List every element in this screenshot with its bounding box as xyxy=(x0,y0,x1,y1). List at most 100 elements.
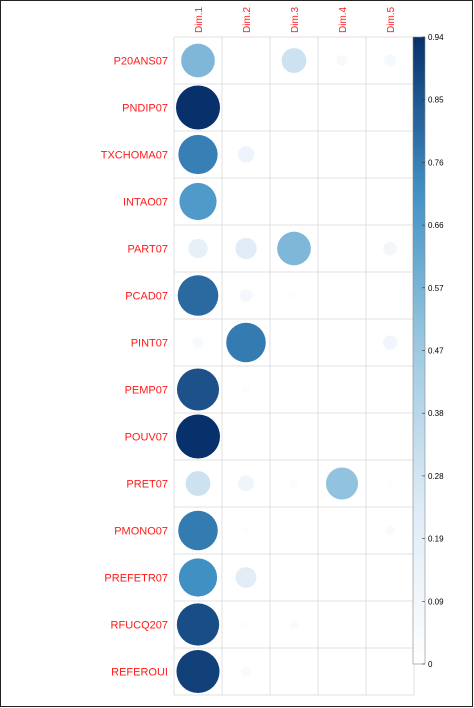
cell-circle-p20ans07-dim2 xyxy=(243,58,249,63)
row-label: TXCHOMA07 xyxy=(101,150,168,162)
column-label: Dim.3 xyxy=(290,6,301,33)
column-label: Dim.1 xyxy=(194,6,205,33)
cell-circle-pndip07-dim2 xyxy=(243,105,249,110)
row-label: PMONO07 xyxy=(114,526,168,538)
cell-circle-pint07-dim1 xyxy=(192,336,204,349)
row-label: PINT07 xyxy=(131,338,168,350)
cell-circle-part07-dim2 xyxy=(235,237,257,260)
row-labels: P20ANS07 PNDIP07 TXCHOMA07 INTAO07 PART07 PCA… xyxy=(101,56,168,679)
cell-circle-intao07-dim4 xyxy=(341,201,343,202)
cell-circle-pouv07-dim2 xyxy=(245,436,247,437)
cell-circle-pint07-dim5 xyxy=(382,335,398,350)
grid-lines xyxy=(173,36,415,696)
cell-circle-pmono07-dim5 xyxy=(384,525,396,536)
cell-circle-pemp07-dim4 xyxy=(341,389,343,390)
cell-circle-pcad07-dim5 xyxy=(387,293,393,298)
colorbar-tick-label: 0.76 xyxy=(428,158,444,167)
row-label: RFUCQ207 xyxy=(111,620,168,632)
cell-circle-pcad07-dim3 xyxy=(290,292,298,299)
cell-circle-pouv07-dim1 xyxy=(176,414,220,459)
row-label: P20ANS07 xyxy=(114,56,168,68)
row-label: POUV07 xyxy=(125,432,168,444)
column-labels: Dim.1 Dim.2 Dim.3 Dim.4 Dim.5 xyxy=(194,6,397,33)
cell-circle-prefetr07-dim5 xyxy=(387,575,393,580)
color-legend: 0 0.09 0.19 0.28 0.38 0.47 0.57 0.66 0.76 0.85 0.9… xyxy=(412,33,444,669)
colorbar-tick-label: 0.57 xyxy=(428,284,444,293)
cell-circle-pemp07-dim1 xyxy=(176,368,220,411)
circle-marks xyxy=(176,43,398,694)
cell-circle-pndip07-dim3 xyxy=(293,107,295,108)
cell-circle-txchoma07-dim1 xyxy=(178,134,218,175)
cell-circle-rfucq207-dim4 xyxy=(341,624,343,625)
cell-circle-pcad07-dim1 xyxy=(177,275,219,316)
cell-circle-part07-dim5 xyxy=(383,241,397,256)
cell-circle-referoui-dim3 xyxy=(293,671,295,672)
cell-circle-p20ans07-dim3 xyxy=(281,48,307,73)
cell-circle-pcad07-dim2 xyxy=(239,289,253,302)
cell-circle-pouv07-dim4 xyxy=(341,436,343,437)
cell-circle-pret07-dim5 xyxy=(386,480,394,487)
cell-circle-rfucq207-dim1 xyxy=(176,603,220,646)
cell-circle-pret07-dim1 xyxy=(185,471,211,496)
colorbar-tick-label: 0.09 xyxy=(428,597,444,606)
cell-circle-pret07-dim4 xyxy=(325,467,359,500)
cell-circle-pndip07-dim1 xyxy=(176,85,220,130)
colorbar-tick-label: 0.47 xyxy=(428,347,444,356)
cell-circle-rfucq207-dim3 xyxy=(289,619,299,630)
cell-circle-intao07-dim1 xyxy=(179,182,217,221)
row-label: PART07 xyxy=(127,244,168,256)
cell-circle-prefetr07-dim1 xyxy=(178,558,218,597)
cell-circle-txchoma07-dim3 xyxy=(293,154,295,155)
cell-circle-pmono07-dim2 xyxy=(242,527,250,534)
colorbar-tick-label: 0.94 xyxy=(428,33,444,42)
cell-circle-pemp07-dim5 xyxy=(389,389,391,390)
cell-circle-pndip07-dim5 xyxy=(387,105,393,110)
colorbar-tick-label: 0 xyxy=(428,660,433,669)
cell-circle-referoui-dim4 xyxy=(341,671,343,672)
cell-circle-pemp07-dim3 xyxy=(293,389,295,390)
row-label: PREFETR07 xyxy=(104,573,168,585)
cell-circle-intao07-dim5 xyxy=(389,201,391,202)
cell-circle-part07-dim4 xyxy=(341,248,343,249)
cell-circle-pmono07-dim1 xyxy=(178,510,218,551)
cell-circle-pmono07-dim3 xyxy=(293,530,295,531)
cell-circle-referoui-dim5 xyxy=(389,671,391,672)
row-label: INTAO07 xyxy=(123,197,168,209)
column-label: Dim.5 xyxy=(386,6,397,33)
cell-circle-p20ans07-dim1 xyxy=(181,43,215,78)
row-label: PRET07 xyxy=(126,479,168,491)
cell-circle-pret07-dim2 xyxy=(238,475,254,492)
cell-circle-pemp07-dim2 xyxy=(242,385,250,394)
cell-circle-intao07-dim2 xyxy=(243,199,249,204)
column-label: Dim.4 xyxy=(338,6,349,33)
column-label: Dim.2 xyxy=(242,6,253,33)
cell-circle-referoui-dim2 xyxy=(240,666,252,677)
cell-circle-txchoma07-dim4 xyxy=(341,154,343,155)
cell-circle-pint07-dim3 xyxy=(293,342,295,343)
cell-circle-referoui-dim1 xyxy=(176,649,220,694)
cell-circle-rfucq207-dim2 xyxy=(242,621,250,628)
cell-circle-rfucq207-dim5 xyxy=(387,622,393,627)
cell-circle-pouv07-dim5 xyxy=(389,436,391,437)
colorbar-tick-label: 0.38 xyxy=(428,409,444,418)
colorbar-tick-label: 0.28 xyxy=(428,472,444,481)
cell-circle-txchoma07-dim2 xyxy=(237,146,255,163)
row-label: PCAD07 xyxy=(125,291,168,303)
cell-circle-pint07-dim4 xyxy=(339,340,345,345)
cell-circle-txchoma07-dim5 xyxy=(389,154,391,155)
cell-circle-prefetr07-dim3 xyxy=(291,575,297,580)
cell-circle-pmono07-dim4 xyxy=(339,528,345,533)
colorbar-tick-label: 0.19 xyxy=(428,535,444,544)
colorbar-tick-label: 0.85 xyxy=(428,96,444,105)
cell-circle-pret07-dim3 xyxy=(290,479,298,488)
row-label: PEMP07 xyxy=(125,385,168,397)
cell-circle-p20ans07-dim5 xyxy=(384,54,396,67)
cell-circle-pouv07-dim3 xyxy=(293,436,295,437)
colorbar-tick-label: 0.66 xyxy=(428,221,444,230)
cell-circle-part07-dim3 xyxy=(277,231,311,266)
cell-circle-intao07-dim3 xyxy=(293,201,295,202)
cell-circle-pint07-dim2 xyxy=(226,322,266,363)
row-label: REFEROUI xyxy=(111,667,168,679)
